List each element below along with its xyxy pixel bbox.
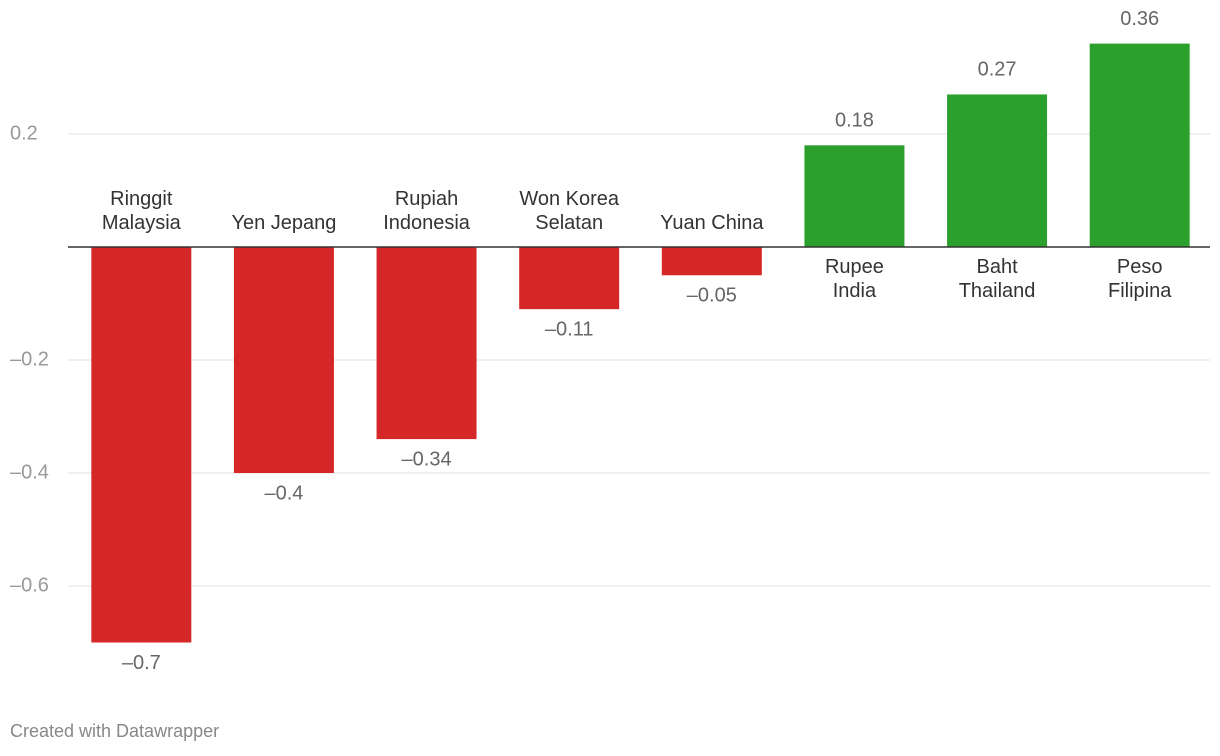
value-label: 0.18 bbox=[835, 110, 874, 132]
bar bbox=[804, 145, 905, 247]
bar bbox=[91, 247, 192, 643]
category-label: Won Korea Selatan bbox=[519, 188, 620, 234]
bar bbox=[661, 247, 762, 276]
category-label: Baht Thailand bbox=[958, 256, 1036, 302]
bar bbox=[947, 94, 1048, 247]
category-label: Yen Jepang bbox=[231, 212, 337, 234]
bar bbox=[519, 247, 620, 310]
category-label: Yuan China bbox=[660, 212, 764, 234]
y-tick-label: –0.2 bbox=[10, 348, 49, 370]
value-label: –0.7 bbox=[122, 652, 161, 674]
bar bbox=[1089, 43, 1190, 247]
category-label: Peso Filipina bbox=[1108, 256, 1172, 302]
footer: Created with Datawrapper bbox=[10, 721, 220, 741]
y-tick-label: –0.4 bbox=[10, 461, 49, 483]
category-label: Rupee India bbox=[824, 256, 884, 302]
category-label: Ringgit Malaysia bbox=[101, 188, 181, 234]
bar bbox=[233, 247, 334, 473]
value-label: –0.4 bbox=[264, 482, 303, 504]
bar bbox=[376, 247, 477, 440]
value-label: –0.11 bbox=[545, 318, 594, 340]
value-label: 0.36 bbox=[1120, 8, 1159, 30]
value-label: –0.05 bbox=[687, 285, 737, 307]
y-tick-label: –0.6 bbox=[10, 574, 49, 596]
value-label: 0.27 bbox=[978, 59, 1017, 81]
category-label: Rupiah Indonesia bbox=[383, 188, 470, 234]
value-label: –0.34 bbox=[402, 448, 452, 470]
y-tick-label: 0.2 bbox=[10, 122, 38, 144]
